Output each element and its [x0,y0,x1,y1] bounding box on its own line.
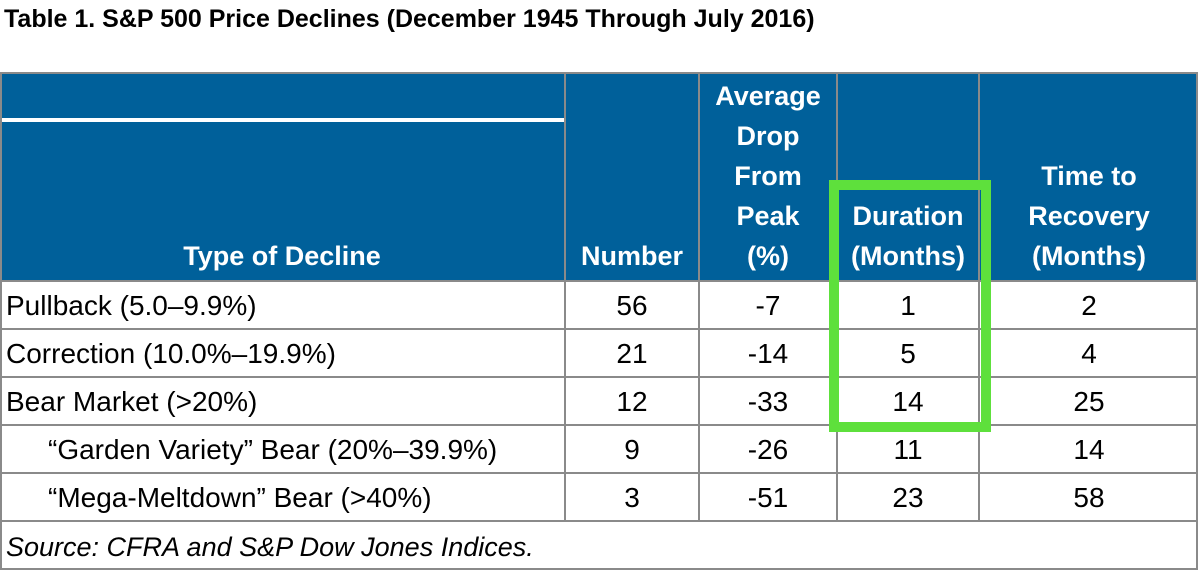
divider [0,424,1198,426]
table-row: Correction (10.0%–19.9%) 21 -14 5 4 [0,330,1198,378]
source-note: Source: CFRA and S&P Dow Jones Indices. [6,532,534,562]
header-type-of-decline: Type of Decline [0,122,564,280]
cell-duration: 14 [892,386,924,417]
divider [0,72,1198,74]
cell-recovery: 14 [1073,434,1105,465]
cell-number: 56 [616,290,648,321]
duration-highlight-box [829,180,991,432]
cell-duration: 5 [900,338,916,369]
cell-recovery: 2 [1081,290,1097,321]
cell-avg-drop: -14 [747,338,789,369]
divider [0,424,2,520]
cell-avg-drop: -26 [747,434,789,465]
cell-type: Pullback (5.0–9.9%) [6,290,257,321]
divider [0,328,1198,330]
header-duration: Duration (Months) [838,74,978,280]
divider [0,280,1198,282]
cell-recovery: 25 [1073,386,1105,417]
cell-duration: 23 [892,482,924,513]
header-number: Number [566,74,698,280]
divider [0,472,1198,474]
cell-avg-drop: -33 [747,386,789,417]
cell-recovery: 58 [1073,482,1105,513]
table-row: Pullback (5.0–9.9%) 56 -7 1 2 [0,282,1198,330]
divider [0,568,1198,570]
divider [0,72,2,570]
cell-number: 9 [624,434,640,465]
divider [0,520,1198,522]
cell-number: 3 [624,482,640,513]
cell-type: Bear Market (>20%) [6,386,258,417]
cell-number: 12 [616,386,648,417]
table-row: “Garden Variety” Bear (20%–39.9%) 9 -26 … [0,426,1198,474]
cell-avg-drop: -51 [747,482,789,513]
table-row: “Mega-Meltdown” Bear (>40%) 3 -51 23 58 [0,474,1198,522]
cell-type: “Mega-Meltdown” Bear (>40%) [48,482,432,513]
table-row: Bear Market (>20%) 12 -33 14 25 [0,378,1198,426]
header-blank-cell [0,74,564,118]
cell-duration: 1 [900,290,916,321]
divider [1196,72,1198,570]
divider [698,72,700,522]
divider [564,72,566,522]
divider [978,72,980,522]
cell-type: “Garden Variety” Bear (20%–39.9%) [48,434,498,465]
divider [0,376,1198,378]
cell-duration: 11 [893,434,923,465]
cell-avg-drop: -7 [755,290,781,321]
header-time-to-recovery: Time to Recovery (Months) [980,74,1198,280]
table-title: Table 1. S&P 500 Price Declines (Decembe… [4,5,815,33]
header-average-drop: Average Drop From Peak (%) [700,74,836,280]
cell-number: 21 [616,338,648,369]
cell-type: Correction (10.0%–19.9%) [6,338,336,369]
cell-recovery: 4 [1081,338,1097,369]
